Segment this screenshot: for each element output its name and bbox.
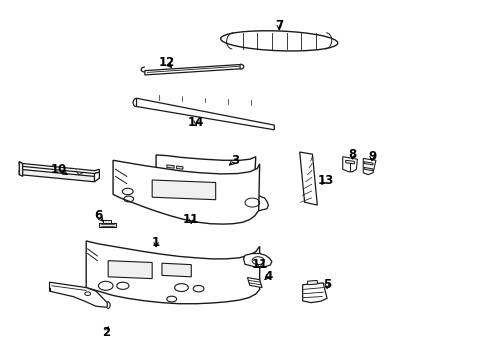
Polygon shape bbox=[244, 253, 272, 267]
Polygon shape bbox=[103, 220, 111, 223]
Polygon shape bbox=[167, 165, 174, 168]
Text: 10: 10 bbox=[50, 163, 67, 176]
Ellipse shape bbox=[220, 31, 338, 51]
Text: 13: 13 bbox=[318, 174, 334, 186]
Polygon shape bbox=[49, 282, 107, 307]
Polygon shape bbox=[19, 162, 23, 176]
Polygon shape bbox=[300, 152, 318, 205]
Polygon shape bbox=[343, 157, 357, 172]
Polygon shape bbox=[247, 278, 262, 288]
Text: 8: 8 bbox=[348, 148, 357, 161]
Polygon shape bbox=[156, 155, 256, 185]
Polygon shape bbox=[86, 241, 260, 304]
Polygon shape bbox=[345, 160, 354, 164]
Polygon shape bbox=[95, 172, 99, 182]
Text: 7: 7 bbox=[275, 19, 283, 32]
Polygon shape bbox=[238, 194, 269, 211]
Text: 5: 5 bbox=[323, 278, 331, 291]
Polygon shape bbox=[176, 166, 183, 169]
Polygon shape bbox=[162, 263, 191, 277]
Text: 6: 6 bbox=[94, 210, 102, 222]
Polygon shape bbox=[308, 280, 318, 285]
Text: 11: 11 bbox=[183, 213, 199, 226]
Polygon shape bbox=[99, 223, 116, 227]
Text: 4: 4 bbox=[264, 270, 272, 283]
Text: 14: 14 bbox=[188, 116, 204, 129]
Polygon shape bbox=[364, 167, 373, 171]
Polygon shape bbox=[152, 180, 216, 200]
Polygon shape bbox=[303, 283, 327, 303]
Polygon shape bbox=[364, 162, 373, 165]
Polygon shape bbox=[363, 158, 376, 175]
Polygon shape bbox=[108, 261, 152, 279]
Polygon shape bbox=[113, 160, 260, 224]
Polygon shape bbox=[19, 169, 95, 182]
Text: 1: 1 bbox=[152, 236, 160, 249]
Polygon shape bbox=[145, 64, 240, 75]
Polygon shape bbox=[19, 162, 99, 174]
Text: 12: 12 bbox=[159, 56, 175, 69]
Text: 3: 3 bbox=[231, 154, 239, 167]
Text: 2: 2 bbox=[102, 326, 110, 339]
Polygon shape bbox=[137, 98, 274, 130]
Text: 9: 9 bbox=[368, 150, 376, 163]
Text: 11: 11 bbox=[251, 258, 268, 271]
